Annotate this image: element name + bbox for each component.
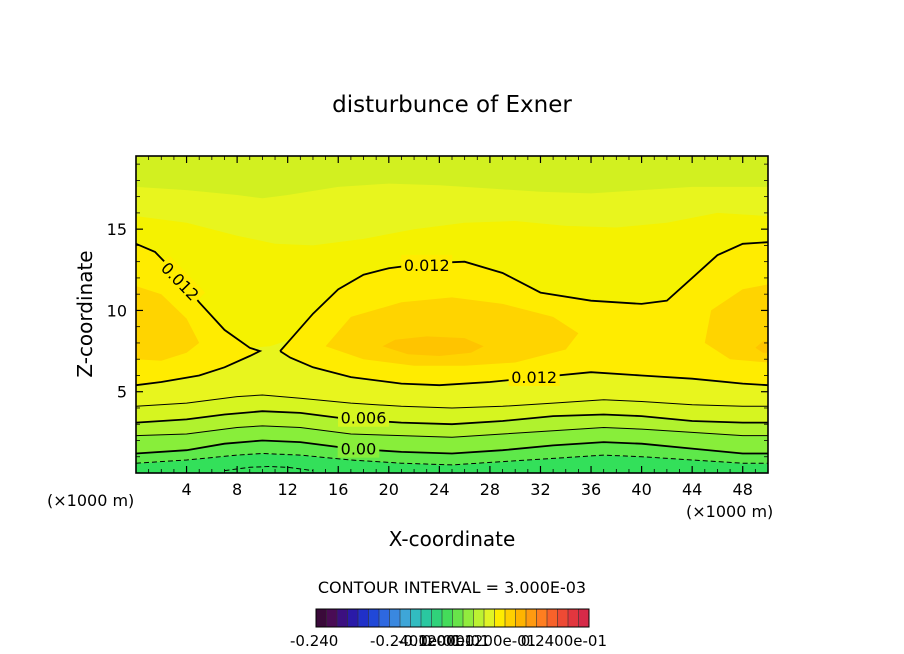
colorbar-swatch-7 <box>389 609 401 627</box>
colorbar-swatch-1 <box>326 609 338 627</box>
contour-line-2 <box>279 350 768 387</box>
filled-contours <box>136 156 768 473</box>
x-tick-label-11: 48 <box>733 480 753 499</box>
colorbar-swatch-25 <box>578 609 590 627</box>
y-axis-label: Z-coordinate <box>73 250 97 377</box>
colorbar-swatch-8 <box>400 609 411 627</box>
y-tick-label-1: 10 <box>107 301 127 320</box>
contour-fill-band-0 <box>136 453 768 473</box>
contour-fill-band-11 <box>136 212 768 348</box>
x-tick-label-3: 16 <box>328 480 348 499</box>
contour-line-7 <box>136 452 768 466</box>
colorbar-label-4: 0.2400e-01 <box>521 632 607 650</box>
x-tick-label-2: 12 <box>278 480 298 499</box>
colorbar-swatch-3 <box>347 609 359 627</box>
colorbar-swatch-11 <box>431 609 443 627</box>
x-tick-label-6: 28 <box>480 480 500 499</box>
x-tick-label-5: 24 <box>429 480 449 499</box>
contour-fill-band-8 <box>704 284 768 363</box>
x-tick-label-0: 4 <box>181 480 191 499</box>
x-axis-ticks: 4 8 12 16 20 24 28 32 36 40 44 48 <box>148 156 769 499</box>
colorbar-swatch-20 <box>526 609 537 627</box>
x-tick-label-9: 40 <box>631 480 651 499</box>
x-tick-label-1: 8 <box>232 480 242 499</box>
colorbar-swatch-19 <box>515 609 527 627</box>
contour-line-6 <box>136 439 768 455</box>
x-tick-label-7: 32 <box>530 480 550 499</box>
colorbar-frame <box>315 608 590 628</box>
colorbar <box>315 608 590 628</box>
colorbar-swatch-22 <box>547 609 558 627</box>
contour-label-3: 0.006 <box>338 407 390 428</box>
colorbar-swatch-6 <box>379 609 390 627</box>
chart-title: disturbunce of Exner <box>332 92 572 118</box>
colorbar-label-2: 0.0000 <box>422 632 475 650</box>
x-unit-right: (×1000 m) <box>686 502 773 521</box>
contour-line-1 <box>279 241 768 352</box>
y-tick-label-2: 15 <box>107 220 127 239</box>
colorbar-swatch-12 <box>442 609 453 627</box>
y-axis-ticks: 5 10 15 <box>107 163 768 458</box>
x-tick-label-4: 20 <box>379 480 399 499</box>
contour-interval-text: CONTOUR INTERVAL = 3.000E-03 <box>318 578 586 597</box>
x-unit-left: (×1000 m) <box>47 491 134 510</box>
colorbar-swatch-16 <box>484 609 495 627</box>
contour-line-3 <box>136 394 768 409</box>
contour-line-5 <box>136 425 768 438</box>
colorbar-swatch-4 <box>358 609 369 627</box>
contour-line-4 <box>136 410 768 426</box>
contour-fill-band-10 <box>755 341 768 353</box>
contour-fill-band-12 <box>136 156 768 199</box>
colorbar-swatch-9 <box>410 609 422 627</box>
contour-label-text-4: 0.00 <box>341 440 377 459</box>
contour-label-4: 0.00 <box>337 438 380 459</box>
colorbar-swatch-23 <box>557 609 569 627</box>
colorbar-swatch-5 <box>368 609 380 627</box>
colorbar-swatch-10 <box>421 609 432 627</box>
contour-label-2: 0.012 <box>508 367 560 387</box>
contour-fill-band-1 <box>136 440 768 465</box>
x-tick-label-10: 44 <box>682 480 702 499</box>
contour-lines <box>136 241 768 472</box>
colorbar-swatch-14 <box>463 609 474 627</box>
x-tick-label-8: 36 <box>581 480 601 499</box>
contour-fill-band-4 <box>136 395 768 425</box>
y-tick-label-0: 5 <box>117 383 127 402</box>
colorbar-label-0: -0.2400e-01 <box>370 632 462 650</box>
colorbar-swatch-2 <box>337 609 348 627</box>
colorbar-label-3: 0.1200e-01 <box>450 632 536 650</box>
colorbar-swatch-15 <box>473 609 485 627</box>
colorbar-swatch-0 <box>316 609 327 627</box>
colorbar-swatch-24 <box>568 609 579 627</box>
contour-fill-band-9 <box>382 336 484 356</box>
contour-label-text-0: 0.012 <box>404 256 450 275</box>
colorbar-label-min: -0.240 <box>290 632 338 650</box>
contour-fill-band-2 <box>136 425 768 454</box>
contour-fill-band-6 <box>136 286 200 361</box>
contour-label-text-3: 0.006 <box>341 409 387 428</box>
contour-label-0: 0.012 <box>401 254 453 275</box>
contour-label-text-2: 0.012 <box>511 368 557 387</box>
contour-line-8 <box>224 465 314 472</box>
colorbar-swatch-21 <box>536 609 548 627</box>
colorbar-swatch-18 <box>505 609 516 627</box>
contour-fill-band-7 <box>325 297 579 366</box>
x-axis-label: X-coordinate <box>389 527 516 551</box>
colorbar-label-1: -0.1200e-01 <box>398 632 490 650</box>
colorbar-swatch-17 <box>494 609 506 627</box>
colorbar-swatch-13 <box>452 609 464 627</box>
colorbar-labels: -0.240 -0.2400e-01-0.1200e-010.00000.1200… <box>290 632 607 650</box>
